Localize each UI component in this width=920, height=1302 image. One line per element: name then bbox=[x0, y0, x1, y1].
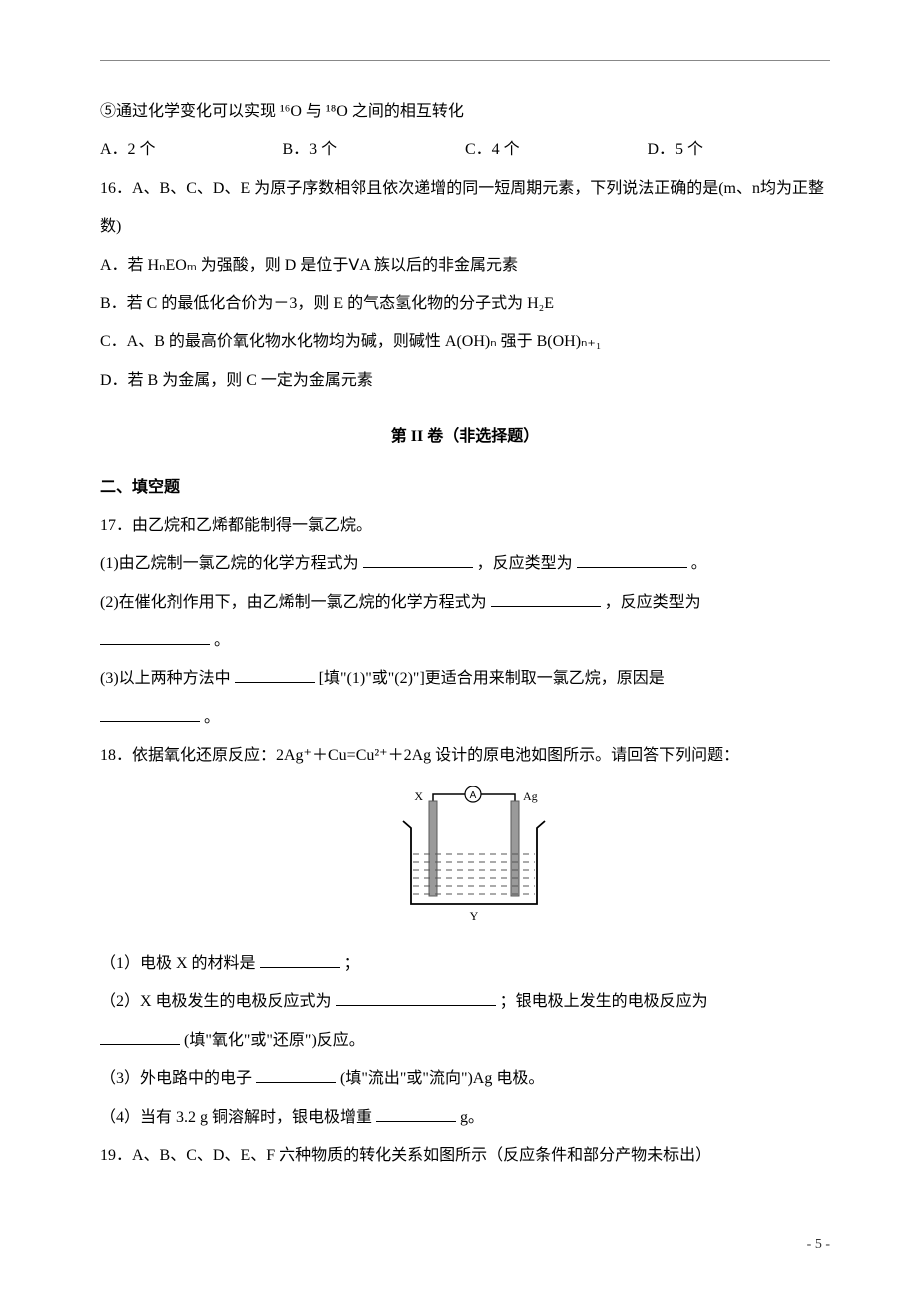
q18-p3-blank bbox=[256, 1064, 336, 1083]
q18-p4-text-a: （4）当有 3.2 g 铜溶解时，银电极增重 bbox=[100, 1109, 372, 1126]
q16-stem: 16．A、B、C、D、E 为原子序数相邻且依次递增的同一短周期元素，下列说法正确… bbox=[100, 170, 830, 247]
q18-p1: （1）电极 X 的材料是 ； bbox=[100, 945, 830, 983]
q17-p3: (3)以上两种方法中 [填"(1)"或"(2)"]更适合用来制取一氯乙烷，原因是 bbox=[100, 660, 830, 698]
q17-p2-blank-1 bbox=[491, 588, 601, 607]
q16-opt-b: B．若 C 的最低化合价为－3，则 E 的气态氢化物的分子式为 H₂E bbox=[100, 285, 830, 323]
q17-p3-period: 。 bbox=[204, 709, 220, 726]
q17-p2-period: 。 bbox=[214, 632, 230, 649]
q17-p3-blank-1 bbox=[235, 664, 315, 683]
q17-p2: (2)在催化剂作用下，由乙烯制一氯乙烷的化学方程式为 ，反应类型为 bbox=[100, 584, 830, 622]
q18-circuit-svg: A X Ag Y bbox=[383, 786, 548, 926]
fig-label-ag: Ag bbox=[523, 789, 538, 803]
q18-p2-text-a: （2）X 电极发生的电极反应式为 bbox=[100, 993, 332, 1010]
q17-p1: (1)由乙烷制一氯乙烷的化学方程式为 ，反应类型为 。 bbox=[100, 545, 830, 583]
q19-stem: 19．A、B、C、D、E、F 六种物质的转化关系如图所示（反应条件和部分产物未标… bbox=[100, 1137, 830, 1175]
q18-p2-text-b: ；银电极上发生的电极反应为 bbox=[500, 993, 708, 1010]
fig-label-x: X bbox=[414, 789, 423, 803]
q18-p1-text-a: （1）电极 X 的材料是 bbox=[100, 955, 256, 972]
q17-p3-text-a: (3)以上两种方法中 bbox=[100, 670, 231, 687]
q18-p3-text-b: (填"流出"或"流向")Ag 电极。 bbox=[340, 1070, 544, 1087]
q18-p4-blank bbox=[376, 1102, 456, 1121]
q18-p4: （4）当有 3.2 g 铜溶解时，银电极增重 g。 bbox=[100, 1099, 830, 1137]
q15-opt-c: C．4 个 bbox=[465, 131, 648, 169]
q15-options: A．2 个 B．3 个 C．4 个 D．5 个 bbox=[100, 131, 830, 169]
q18-p1-blank bbox=[260, 949, 340, 968]
q18-p2-cont: (填"氧化"或"还原")反应。 bbox=[100, 1022, 830, 1060]
q18-stem: 18．依据氧化还原反应：2Ag⁺＋Cu=Cu²⁺＋2Ag 设计的原电池如图所示。… bbox=[100, 737, 830, 775]
fig-label-y: Y bbox=[469, 909, 478, 923]
q15-statement-5: ⑤通过化学变化可以实现 ¹⁶O 与 ¹⁸O 之间的相互转化 bbox=[100, 93, 830, 131]
q17-p3-text-b: [填"(1)"或"(2)"]更适合用来制取一氯乙烷，原因是 bbox=[319, 670, 665, 687]
q17-p2-blank-2 bbox=[100, 626, 210, 645]
q17-stem: 17．由乙烷和乙烯都能制得一氯乙烷。 bbox=[100, 507, 830, 545]
fill-heading: 二、填空题 bbox=[100, 469, 830, 507]
q18-p1-text-b: ； bbox=[344, 955, 360, 972]
q17-p1-text-a: (1)由乙烷制一氯乙烷的化学方程式为 bbox=[100, 555, 359, 572]
q15-opt-b: B．3 个 bbox=[283, 131, 466, 169]
q18-p4-text-b: g。 bbox=[460, 1109, 484, 1126]
q17-p1-text-b: ，反应类型为 bbox=[477, 555, 573, 572]
q16-opt-d: D．若 B 为金属，则 C 一定为金属元素 bbox=[100, 362, 830, 400]
q18-p2-blank-2 bbox=[100, 1026, 180, 1045]
q18-figure: A X Ag Y bbox=[100, 786, 830, 941]
q18-p2-blank-1 bbox=[336, 987, 496, 1006]
page-number: - 5 - bbox=[807, 1228, 830, 1262]
q17-p2-text-a: (2)在催化剂作用下，由乙烯制一氯乙烷的化学方程式为 bbox=[100, 594, 487, 611]
q16-opt-c: C．A、B 的最高价氧化物水化物均为碱，则碱性 A(OH)ₙ 强于 B(OH)ₙ… bbox=[100, 323, 830, 361]
q17-p3-blank-2 bbox=[100, 703, 200, 722]
q17-p3-cont: 。 bbox=[100, 699, 830, 737]
fig-label-a: A bbox=[469, 790, 476, 801]
q17-p2-cont: 。 bbox=[100, 622, 830, 660]
section-2-title: 第 II 卷（非选择题） bbox=[100, 418, 830, 456]
q15-opt-a: A．2 个 bbox=[100, 131, 283, 169]
q17-p1-blank-1 bbox=[363, 549, 473, 568]
page-top-rule bbox=[100, 60, 830, 61]
q15-opt-d: D．5 个 bbox=[648, 131, 831, 169]
q17-p1-period: 。 bbox=[691, 555, 707, 572]
q17-p2-text-b: ，反应类型为 bbox=[605, 594, 701, 611]
q18-p2: （2）X 电极发生的电极反应式为 ；银电极上发生的电极反应为 bbox=[100, 983, 830, 1021]
q18-p3-text-a: （3）外电路中的电子 bbox=[100, 1070, 252, 1087]
q16-opt-a: A．若 HₙEOₘ 为强酸，则 D 是位于ⅤA 族以后的非金属元素 bbox=[100, 247, 830, 285]
q18-p2-text-c: (填"氧化"或"还原")反应。 bbox=[184, 1032, 365, 1049]
q18-p3: （3）外电路中的电子 (填"流出"或"流向")Ag 电极。 bbox=[100, 1060, 830, 1098]
q17-p1-blank-2 bbox=[577, 549, 687, 568]
